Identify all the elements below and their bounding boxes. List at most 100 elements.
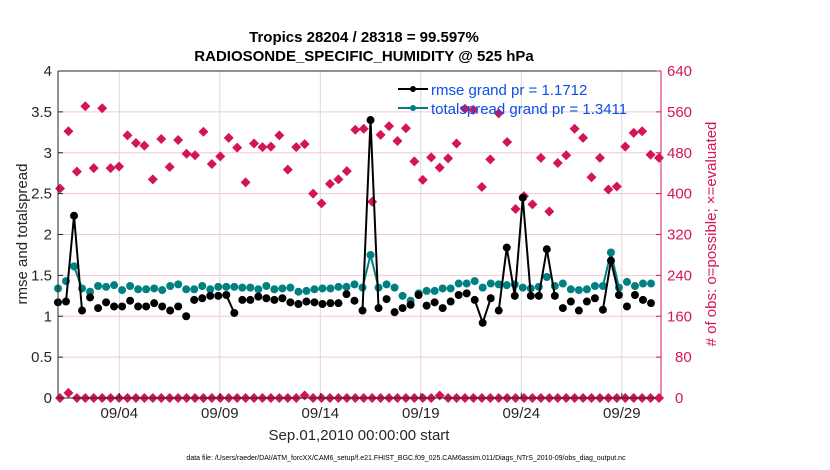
right-tick-label: 160 (667, 308, 692, 325)
obs-possible-point (417, 174, 428, 185)
obs-possible-point (97, 103, 108, 114)
rmse-point (622, 302, 631, 311)
totalspread-point (126, 282, 135, 291)
right-tick-label: 320 (667, 227, 692, 244)
totalspread-point (94, 282, 103, 291)
legend-rmse-marker (410, 86, 416, 92)
obs-possible-point (189, 150, 200, 161)
obs-possible-point (308, 188, 319, 199)
rmse-point (286, 298, 295, 307)
left-tick-label: 0.5 (31, 349, 52, 366)
rmse-point (206, 291, 215, 300)
right-tick-label: 400 (667, 186, 692, 203)
totalspread-point (366, 250, 375, 259)
rmse-point (334, 299, 343, 308)
obs-possible-point (299, 139, 310, 150)
obs-possible-point (173, 134, 184, 145)
obs-possible-point (578, 132, 589, 143)
rmse-point (494, 306, 503, 315)
legend-rmse-label: rmse grand pr = 1.1712 (431, 82, 587, 99)
rmse-point (110, 302, 119, 311)
totalspread-point (350, 280, 359, 289)
obs-possible-point (333, 174, 344, 185)
left-tick-label: 2.5 (31, 186, 52, 203)
obs-possible-point (459, 103, 470, 114)
obs-possible-point (611, 181, 622, 192)
rmse-point (134, 302, 143, 311)
totalspread-point (566, 285, 575, 294)
obs-possible-point (240, 177, 251, 188)
obs-possible-point (594, 152, 605, 163)
rmse-point (70, 211, 79, 220)
obs-possible-point (130, 138, 141, 149)
rmse-segment (521, 197, 532, 296)
rmse-point (366, 116, 375, 125)
rmse-point (566, 297, 575, 306)
totalspread-point (238, 283, 247, 292)
rmse-point (158, 302, 167, 311)
rmse-segment (609, 260, 620, 296)
obs-possible-point (527, 199, 538, 210)
rmse-point (254, 292, 263, 301)
rmse-point (326, 299, 335, 308)
totalspread-point (622, 277, 631, 286)
rmse-point (78, 306, 87, 315)
obs-possible-point (375, 129, 386, 140)
obs-possible-point (282, 164, 293, 175)
rmse-point (398, 304, 407, 313)
totalspread-point (294, 287, 303, 296)
rmse-point (462, 289, 471, 298)
rmse-point (86, 293, 95, 302)
totalspread-point (246, 283, 255, 292)
obs-possible-point (502, 137, 513, 148)
obs-evaluated-point (63, 387, 74, 398)
rmse-point (166, 306, 175, 315)
left-tick-label: 0 (44, 390, 52, 407)
right-tick-label: 640 (667, 63, 692, 80)
rmse-point (94, 304, 103, 313)
rmse-point (278, 294, 287, 303)
rmse-point (406, 300, 415, 309)
obs-possible-point (451, 138, 462, 149)
rmse-segment (65, 215, 76, 302)
rmse-point (510, 291, 519, 300)
rmse-point (438, 304, 447, 313)
rmse-segment (545, 249, 556, 296)
obs-possible-point (341, 166, 352, 177)
rmse-point (502, 243, 511, 252)
rmse-point (422, 301, 431, 310)
totalspread-point (270, 285, 279, 294)
right-tick-label: 80 (675, 349, 692, 366)
totalspread-point (166, 282, 175, 291)
rmse-segment (537, 249, 548, 296)
totalspread-point (598, 282, 607, 291)
obs-possible-point (232, 142, 243, 153)
obs-possible-point (510, 203, 521, 214)
obs-possible-point (426, 152, 437, 163)
rmse-point (606, 256, 615, 265)
rmse-point (230, 308, 239, 317)
rmse-segment (601, 260, 612, 310)
rmse-point (430, 298, 439, 307)
rmse-point (318, 299, 327, 308)
right-axis-ticks: 0 80 160 240 320 400 480 560 640 (656, 63, 692, 407)
totalspread-point (190, 285, 199, 294)
totalspread-point (214, 282, 223, 291)
totalspread-point (590, 282, 599, 291)
obs-possible-point (384, 121, 395, 132)
x-tick-label: 09/14 (302, 405, 340, 422)
left-tick-label: 1 (44, 308, 52, 325)
totalspread-point (318, 284, 327, 293)
obs-possible-point (63, 126, 74, 137)
totalspread-point (182, 285, 191, 294)
totalspread-point (230, 282, 239, 291)
obs-possible-point (206, 158, 217, 169)
totalspread-point (398, 291, 407, 300)
obs-possible-point (552, 157, 563, 168)
rmse-point (302, 297, 311, 306)
totalspread-point (382, 280, 391, 289)
rmse-point (294, 299, 303, 308)
grid (58, 71, 661, 398)
rmse-point (630, 290, 639, 299)
rmse-point (414, 290, 423, 299)
